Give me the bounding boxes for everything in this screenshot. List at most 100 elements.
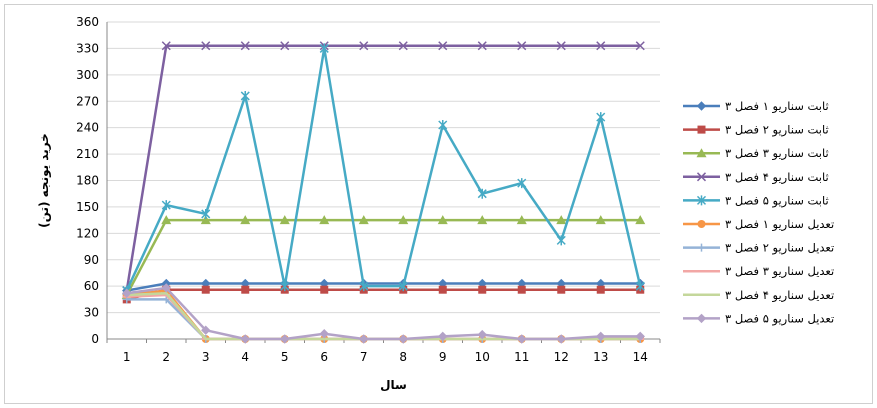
y-tick-label: 0 bbox=[91, 332, 99, 346]
legend-item: تعدیل سناریو ۳ فصل ۳ bbox=[683, 264, 834, 279]
x-tick-label: 1 bbox=[123, 350, 131, 364]
x-tick-label: 4 bbox=[241, 350, 249, 364]
point-marker bbox=[556, 334, 566, 344]
point-marker bbox=[696, 172, 707, 182]
series-line bbox=[125, 218, 641, 296]
point-marker bbox=[696, 195, 707, 206]
point-marker bbox=[438, 331, 448, 342]
series-line bbox=[126, 282, 641, 292]
series-line bbox=[125, 44, 641, 291]
point-marker bbox=[635, 215, 646, 225]
point-marker bbox=[596, 285, 605, 294]
legend-item: تعدیل سناریو ۵ فصل ۳ bbox=[683, 311, 834, 326]
legend-label: تعدیل سناریو ۱ فصل ۳ bbox=[725, 217, 834, 232]
legend-item: ثابت سناریو ۴ فصل ۳ bbox=[683, 170, 829, 185]
point-marker bbox=[438, 120, 448, 131]
point-marker bbox=[359, 281, 369, 292]
legend-label: ثابت سناریو ۲ فصل ۳ bbox=[725, 123, 829, 138]
legend-label: تعدیل سناریو ۲ فصل ۳ bbox=[725, 241, 834, 256]
gridlines bbox=[107, 21, 660, 340]
point-marker bbox=[517, 41, 527, 51]
y-tick-label: 120 bbox=[76, 226, 99, 240]
point-marker bbox=[556, 215, 567, 225]
y-tick-label: 210 bbox=[76, 147, 99, 161]
y-tick-label: 270 bbox=[76, 94, 99, 108]
x-tick-label: 5 bbox=[281, 350, 289, 364]
point-marker bbox=[398, 334, 408, 344]
point-marker bbox=[280, 281, 290, 292]
point-marker bbox=[161, 215, 172, 225]
series-line bbox=[126, 298, 641, 341]
point-marker bbox=[596, 112, 606, 123]
point-marker bbox=[240, 334, 250, 344]
point-marker bbox=[201, 285, 210, 294]
point-marker bbox=[319, 215, 330, 225]
x-tick-label: 14 bbox=[633, 350, 648, 364]
legend-label: تعدیل سناریو ۳ فصل ۳ bbox=[725, 264, 834, 279]
point-marker bbox=[279, 215, 290, 225]
legend-item: تعدیل سناریو ۴ فصل ۳ bbox=[683, 288, 834, 303]
point-marker bbox=[200, 215, 211, 225]
legend-item: ثابت سناریو ۵ فصل ۳ bbox=[683, 193, 829, 208]
x-tick-label: 6 bbox=[320, 350, 328, 364]
point-marker bbox=[477, 41, 487, 51]
x-tick-label: 13 bbox=[593, 350, 608, 364]
y-tick-label: 300 bbox=[76, 68, 99, 82]
legend-label: ثابت سناریو ۴ فصل ۳ bbox=[725, 170, 829, 185]
point-marker bbox=[557, 285, 566, 294]
point-marker bbox=[201, 41, 211, 51]
point-marker bbox=[201, 208, 211, 219]
point-marker bbox=[556, 41, 566, 51]
point-marker bbox=[161, 41, 171, 51]
series-5 bbox=[122, 43, 645, 296]
point-marker bbox=[556, 235, 566, 246]
y-tick-label: 330 bbox=[76, 41, 99, 55]
point-marker bbox=[477, 215, 488, 225]
point-marker bbox=[696, 101, 707, 111]
point-marker bbox=[240, 215, 251, 225]
x-tick-label: 2 bbox=[162, 350, 170, 364]
legend-label: تعدیل سناریو ۵ فصل ۳ bbox=[725, 311, 834, 326]
point-marker bbox=[696, 313, 707, 324]
series-2 bbox=[122, 285, 645, 304]
point-marker bbox=[358, 215, 369, 225]
y-tick-label: 90 bbox=[84, 253, 99, 267]
y-tick-label: 180 bbox=[76, 174, 99, 188]
y-tick-label: 30 bbox=[84, 306, 99, 320]
legend: ثابت سناریو ۱ فصل ۳ ثابت سناریو ۲ فصل ۳ ثا… bbox=[683, 99, 834, 326]
y-tick-label: 150 bbox=[76, 200, 99, 214]
x-tick-label: 7 bbox=[360, 350, 368, 364]
point-marker bbox=[240, 41, 250, 51]
series-10 bbox=[122, 283, 645, 344]
point-marker bbox=[697, 125, 706, 134]
x-tick-label: 9 bbox=[439, 350, 447, 364]
x-axis-title: سال bbox=[380, 378, 407, 392]
point-marker bbox=[240, 90, 250, 101]
point-marker bbox=[201, 325, 211, 335]
legend-label: تعدیل سناریو ۴ فصل ۳ bbox=[725, 288, 834, 303]
point-marker bbox=[320, 285, 329, 294]
point-marker bbox=[161, 200, 171, 211]
point-marker bbox=[516, 215, 527, 225]
legend-item: ثابت سناریو ۳ فصل ۳ bbox=[683, 146, 829, 161]
series-line bbox=[126, 286, 641, 341]
point-marker bbox=[596, 331, 606, 342]
legend-label: ثابت سناریو ۳ فصل ۳ bbox=[725, 146, 829, 161]
point-marker bbox=[359, 41, 369, 51]
point-marker bbox=[478, 285, 487, 294]
point-marker bbox=[635, 331, 645, 342]
point-marker bbox=[517, 334, 527, 344]
legend-item: تعدیل سناریو ۱ فصل ۳ bbox=[683, 217, 834, 232]
point-marker bbox=[241, 285, 250, 294]
x-tick-label: 3 bbox=[202, 350, 210, 364]
point-marker bbox=[595, 215, 606, 225]
x-tick-label: 12 bbox=[554, 350, 569, 364]
point-marker bbox=[398, 41, 408, 51]
legend-item: تعدیل سناریو ۲ فصل ۳ bbox=[683, 241, 834, 256]
point-marker bbox=[319, 43, 329, 54]
x-tick-label: 10 bbox=[475, 350, 490, 364]
point-marker bbox=[696, 148, 707, 158]
point-marker bbox=[161, 283, 171, 293]
series-line bbox=[126, 288, 641, 301]
